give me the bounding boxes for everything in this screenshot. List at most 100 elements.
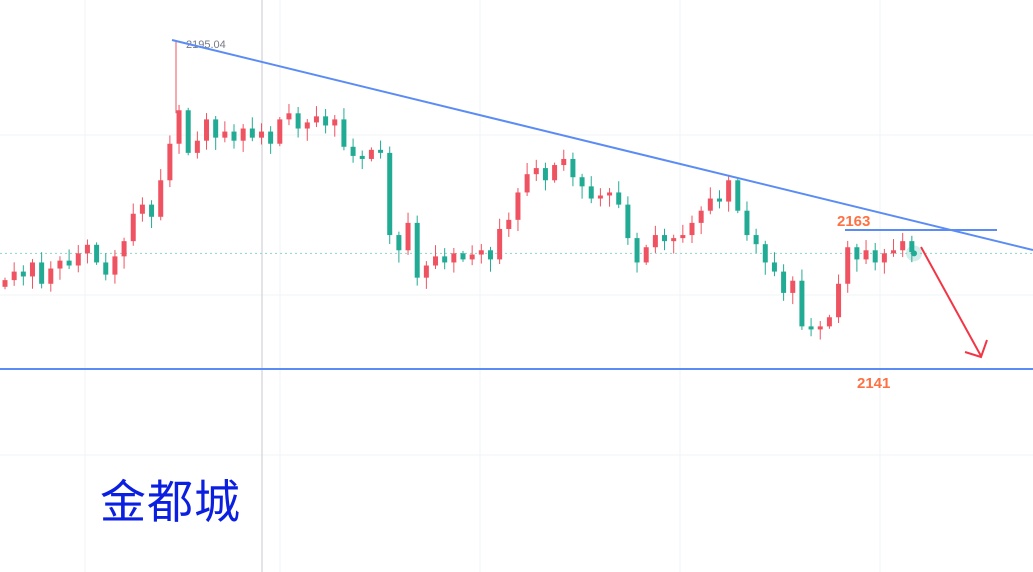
candle-body bbox=[121, 241, 127, 257]
candle-body bbox=[570, 158, 576, 178]
watermark-logo: 金都城 bbox=[100, 475, 241, 529]
candle-body bbox=[304, 122, 310, 129]
candle-body bbox=[94, 244, 100, 263]
candle-body bbox=[112, 256, 118, 275]
candle-body bbox=[258, 131, 264, 138]
candle-body bbox=[808, 326, 814, 330]
candle-body bbox=[707, 198, 713, 211]
candle-body bbox=[423, 265, 429, 278]
candle-body bbox=[533, 168, 539, 175]
candle-body bbox=[194, 140, 200, 153]
candle-body bbox=[29, 262, 35, 277]
candle-body bbox=[185, 110, 191, 153]
candle-body bbox=[295, 113, 301, 129]
candle-body bbox=[487, 250, 493, 260]
candle-body bbox=[139, 204, 145, 214]
candle-body bbox=[323, 116, 329, 126]
candle-body bbox=[341, 119, 347, 147]
candle-body bbox=[616, 192, 622, 205]
candle-body bbox=[607, 192, 613, 196]
candle-body bbox=[762, 244, 768, 263]
candle-body bbox=[662, 235, 668, 242]
resistance-label: 2163 bbox=[837, 213, 870, 230]
candle-body bbox=[158, 180, 164, 217]
candle-body bbox=[130, 213, 136, 242]
candle-body bbox=[231, 131, 237, 141]
candle-body bbox=[313, 116, 319, 123]
candle-body bbox=[781, 271, 787, 293]
candle-body bbox=[771, 262, 777, 272]
candle-body bbox=[689, 222, 695, 236]
candle-body bbox=[799, 280, 805, 327]
candle-body bbox=[57, 260, 63, 269]
candle-body bbox=[588, 186, 594, 199]
current-price-dot bbox=[911, 250, 917, 257]
candle-body bbox=[414, 222, 420, 278]
candle-body bbox=[909, 241, 915, 253]
candle-body bbox=[698, 210, 704, 223]
candle-body bbox=[753, 235, 759, 245]
candle-body bbox=[66, 260, 72, 266]
candle-body bbox=[149, 204, 155, 217]
candle-body bbox=[249, 128, 255, 138]
candle-body bbox=[2, 280, 8, 287]
candle-body bbox=[515, 192, 521, 220]
candle-body bbox=[378, 149, 384, 153]
candle-body bbox=[39, 262, 45, 284]
candle-body bbox=[75, 253, 81, 266]
candle-body bbox=[836, 283, 842, 318]
candle-body bbox=[826, 317, 832, 327]
candle-body bbox=[405, 222, 411, 251]
candle-body bbox=[790, 280, 796, 293]
candle-body bbox=[643, 247, 649, 263]
candle-body bbox=[597, 195, 603, 199]
candle-body bbox=[680, 235, 686, 239]
down-arrow-shaft bbox=[920, 246, 982, 357]
candle-body bbox=[103, 262, 109, 275]
candle-body bbox=[176, 110, 182, 144]
candle-body bbox=[213, 119, 219, 138]
candle-body bbox=[442, 256, 448, 263]
candle-body bbox=[671, 238, 677, 242]
candle-body bbox=[451, 253, 457, 263]
candle-body bbox=[240, 128, 246, 141]
candle-body bbox=[891, 250, 897, 254]
candle-body bbox=[368, 149, 374, 159]
candle-body bbox=[268, 131, 274, 144]
candle-body bbox=[469, 254, 475, 260]
candle-body bbox=[84, 244, 90, 254]
candle-body bbox=[204, 119, 210, 141]
candle-body bbox=[350, 146, 356, 156]
descending-trendline bbox=[171, 39, 1033, 251]
candle-body bbox=[332, 119, 338, 126]
candle-body bbox=[506, 219, 512, 229]
candle-body bbox=[277, 119, 283, 144]
candle-body bbox=[552, 165, 558, 181]
high-price-label: 2195.04 bbox=[186, 39, 226, 51]
candle-body bbox=[542, 168, 548, 181]
candle-body bbox=[167, 143, 173, 181]
candle-body bbox=[625, 204, 631, 239]
candle-body bbox=[561, 158, 567, 166]
candle-body bbox=[11, 271, 17, 281]
candle-body bbox=[735, 180, 741, 211]
candle-body bbox=[48, 268, 54, 284]
candle-body bbox=[286, 113, 292, 120]
candle-body bbox=[634, 238, 640, 263]
candle-body bbox=[460, 253, 466, 260]
candle-body bbox=[396, 235, 402, 251]
candle-body bbox=[359, 155, 365, 159]
down-arrow-head-icon bbox=[964, 339, 988, 359]
candle-body bbox=[222, 131, 228, 138]
candle-body bbox=[845, 247, 851, 284]
candle-body bbox=[854, 247, 860, 260]
candle-body bbox=[744, 210, 750, 236]
candle-body bbox=[900, 241, 906, 251]
candle-body bbox=[20, 271, 26, 277]
candle-body bbox=[652, 235, 658, 248]
candle-body bbox=[726, 180, 732, 202]
candle-body bbox=[817, 326, 823, 330]
candle-body bbox=[579, 177, 585, 187]
